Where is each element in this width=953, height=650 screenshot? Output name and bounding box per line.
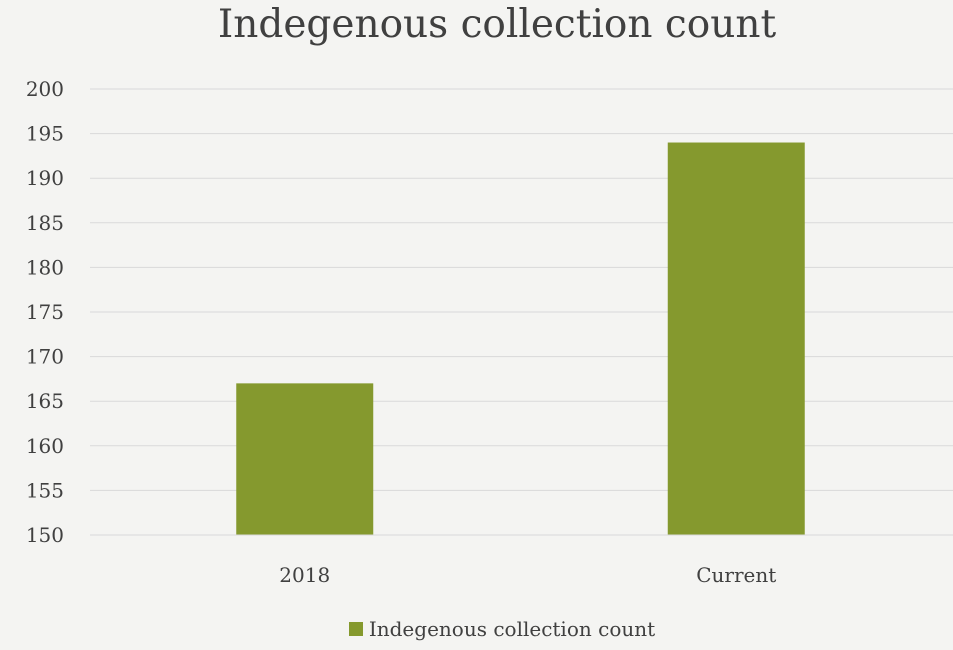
y-tick-label: 175: [26, 300, 64, 324]
legend-label: Indegenous collection count: [368, 617, 656, 641]
y-tick-label: 170: [26, 345, 64, 369]
y-tick-label: 180: [26, 255, 64, 279]
y-tick-label: 195: [26, 122, 64, 146]
y-tick-label: 185: [26, 211, 64, 235]
legend-swatch: [348, 622, 363, 636]
chart-title: Indegenous collection count: [217, 2, 777, 47]
y-tick-label: 200: [26, 77, 64, 101]
y-tick-label: 160: [26, 434, 64, 458]
bar-2018[interactable]: [236, 383, 374, 535]
y-tick-label: 155: [26, 478, 64, 502]
chart-legend: Indegenous collection count: [0, 617, 953, 641]
y-tick-label: 190: [26, 166, 64, 190]
y-tick-label: 150: [26, 523, 64, 547]
bar-current[interactable]: [667, 142, 805, 535]
x-category-label: 2018: [279, 563, 330, 587]
y-tick-label: 165: [26, 389, 64, 413]
x-category-label: Current: [696, 563, 776, 587]
